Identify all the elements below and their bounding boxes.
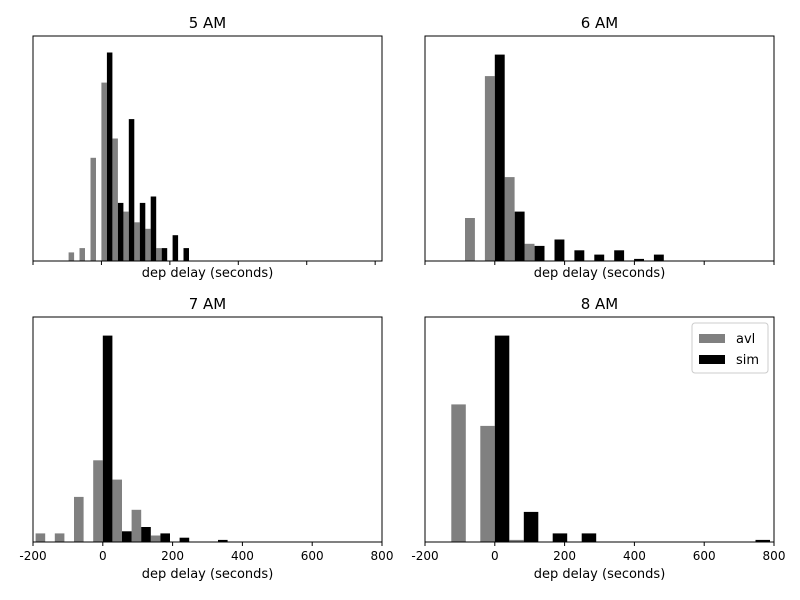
sim-bar xyxy=(183,248,189,261)
avl-bar xyxy=(145,228,151,262)
axes-frame xyxy=(32,35,383,262)
avl-bar xyxy=(101,82,107,261)
sim-bar xyxy=(139,202,146,261)
sim-bar xyxy=(614,250,625,262)
axes-frame xyxy=(424,316,775,543)
x-tick-label: 400 xyxy=(623,549,646,563)
subplot-title: 5 AM xyxy=(189,14,227,32)
legend: avl sim xyxy=(691,322,769,374)
subplot-3: 7 AM -200 0 200 400 600 800 dep delay (seconds) xyxy=(19,295,393,582)
subplot-title: 8 AM xyxy=(581,295,619,313)
sim-bar xyxy=(172,235,179,261)
avl-bar xyxy=(134,222,140,261)
sim-bar xyxy=(594,254,605,261)
sim-bar xyxy=(581,533,597,542)
avl-bar xyxy=(35,533,46,542)
sim-bar xyxy=(122,531,132,543)
avl-bar xyxy=(93,460,103,542)
sim-bar xyxy=(128,119,135,261)
axes-frame xyxy=(424,35,775,262)
avl-bar xyxy=(68,252,75,261)
x-tick-label: 600 xyxy=(693,549,716,563)
legend-swatch-sim xyxy=(699,355,725,364)
avl-bar xyxy=(156,248,162,261)
avl-bar xyxy=(79,248,85,261)
sim-bar xyxy=(102,335,113,542)
sim-bar xyxy=(141,527,151,542)
sim-bar xyxy=(514,211,525,261)
sim-bar xyxy=(554,239,565,261)
subplot-title: 7 AM xyxy=(189,295,227,313)
sim-bar xyxy=(160,533,170,542)
avl-bar xyxy=(90,157,96,261)
avl-bar xyxy=(131,509,142,543)
sim-bar xyxy=(653,254,664,261)
avl-bar xyxy=(504,177,515,261)
avl-bar xyxy=(509,539,524,542)
sim-bar xyxy=(218,539,228,542)
x-axis-label: dep delay (seconds) xyxy=(534,266,666,281)
subplot-title: 6 AM xyxy=(581,14,619,32)
sim-bar xyxy=(534,245,545,261)
subplot-4: 8 AM -200 0 200 400 600 800 dep delay (seconds)… xyxy=(411,295,785,582)
sim-bar xyxy=(161,248,168,261)
x-tick-label: 400 xyxy=(231,549,254,563)
sim-bar xyxy=(755,539,770,542)
avl-bar xyxy=(150,535,161,542)
x-tick-label: 800 xyxy=(763,549,786,563)
x-axis-label: dep delay (seconds) xyxy=(534,567,666,582)
x-tick-label: 800 xyxy=(371,549,394,563)
sim-bar xyxy=(494,54,505,261)
x-tick-label: 0 xyxy=(491,549,499,563)
sim-bar xyxy=(150,196,157,261)
sim-bar xyxy=(179,537,190,542)
avl-bar xyxy=(54,533,65,542)
axes-frame xyxy=(32,316,383,543)
avl-bar xyxy=(484,76,495,261)
x-axis-label: dep delay (seconds) xyxy=(142,567,274,582)
legend-swatch-avl xyxy=(699,334,725,343)
x-tick-label: 600 xyxy=(301,549,324,563)
sim-bar xyxy=(634,258,644,261)
subplot-2: 6 AM dep delay (seconds) xyxy=(424,14,775,281)
avl-bar xyxy=(451,404,466,542)
legend-label-sim: sim xyxy=(736,353,759,368)
x-axis-label: dep delay (seconds) xyxy=(142,266,274,281)
avl-bar xyxy=(74,496,84,542)
avl-bar xyxy=(112,138,118,261)
sim-bar xyxy=(117,202,124,261)
sim-bar xyxy=(574,250,585,262)
avl-bar xyxy=(123,211,129,261)
legend-label-avl: avl xyxy=(736,332,755,347)
avl-bar xyxy=(465,218,475,261)
sim-bar xyxy=(494,335,510,542)
avl-bar xyxy=(112,479,122,542)
x-tick-label: 200 xyxy=(161,549,184,563)
sim-bar xyxy=(523,511,539,542)
x-tick-label: 0 xyxy=(99,549,107,563)
sim-bar xyxy=(106,52,113,261)
subplot-1: 5 AM dep delay (seconds) xyxy=(32,14,383,281)
sim-bar xyxy=(552,533,568,542)
avl-bar xyxy=(480,425,495,542)
x-tick-label: -200 xyxy=(19,549,46,563)
x-tick-label: -200 xyxy=(411,549,438,563)
avl-bar xyxy=(524,243,535,261)
x-tick-label: 200 xyxy=(553,549,576,563)
